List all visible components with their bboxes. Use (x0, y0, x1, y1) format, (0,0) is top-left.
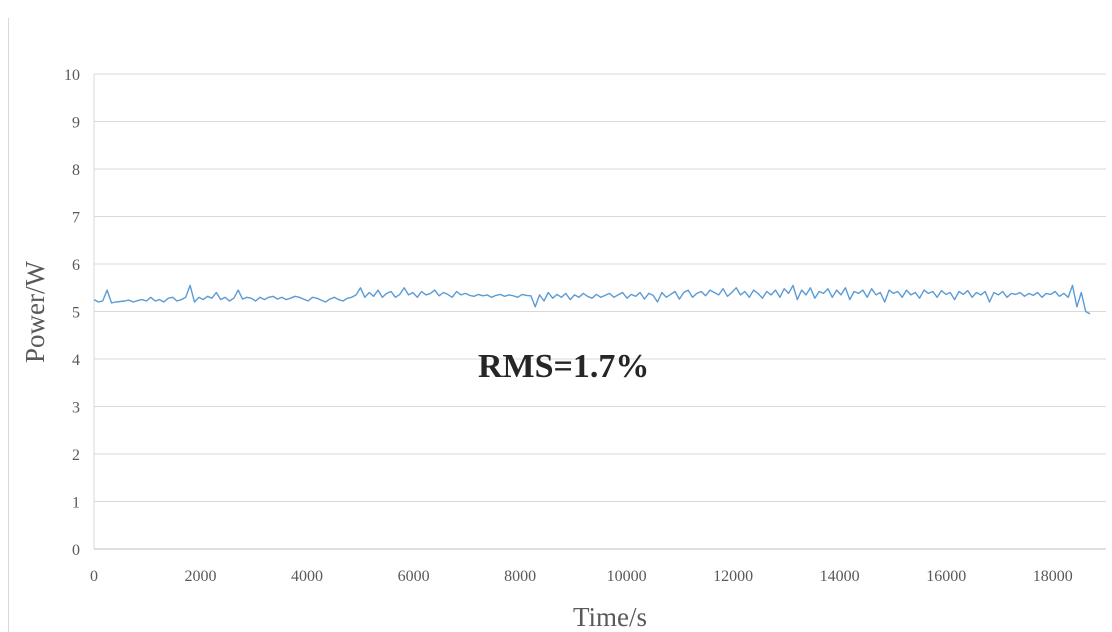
x-tick-label: 14000 (820, 568, 860, 585)
y-tick-label: 9 (72, 115, 80, 132)
y-tick-label: 0 (72, 542, 80, 559)
x-tick-label: 6000 (398, 568, 430, 585)
y-tick-label: 7 (72, 210, 80, 227)
x-tick-label: 8000 (504, 568, 536, 585)
gridlines (94, 73, 1106, 502)
y-tick-label: 10 (64, 67, 80, 84)
x-tick-label: 4000 (291, 568, 323, 585)
y-tick-label: 4 (72, 352, 80, 369)
y-tick-label: 8 (72, 162, 80, 179)
x-tick-label: 10000 (607, 568, 647, 585)
y-axis-title: Power/W (20, 261, 50, 363)
x-axis-tick-labels: 0 2000 4000 6000 8000 10000 12000 14000 16000 180… (90, 568, 1073, 585)
y-tick-label: 6 (72, 257, 80, 274)
y-tick-label: 2 (72, 447, 80, 464)
figure-left-border (8, 18, 9, 632)
y-tick-label: 1 (72, 495, 80, 512)
x-tick-label: 16000 (926, 568, 966, 585)
x-axis-title: Time/s (573, 602, 647, 632)
y-tick-label: 5 (72, 305, 80, 322)
x-tick-label: 2000 (185, 568, 217, 585)
series-layer (93, 284, 1091, 315)
axes (93, 74, 1106, 550)
y-tick-label: 3 (72, 400, 80, 417)
series-line-0 (93, 284, 1091, 315)
x-tick-label: 18000 (1033, 568, 1073, 585)
y-axis-tick-labels: 0 1 2 3 4 5 6 7 8 9 10 (64, 67, 80, 559)
x-tick-label: 12000 (713, 568, 753, 585)
rms-annotation: RMS=1.7% (478, 348, 649, 385)
x-tick-label: 0 (90, 568, 98, 585)
